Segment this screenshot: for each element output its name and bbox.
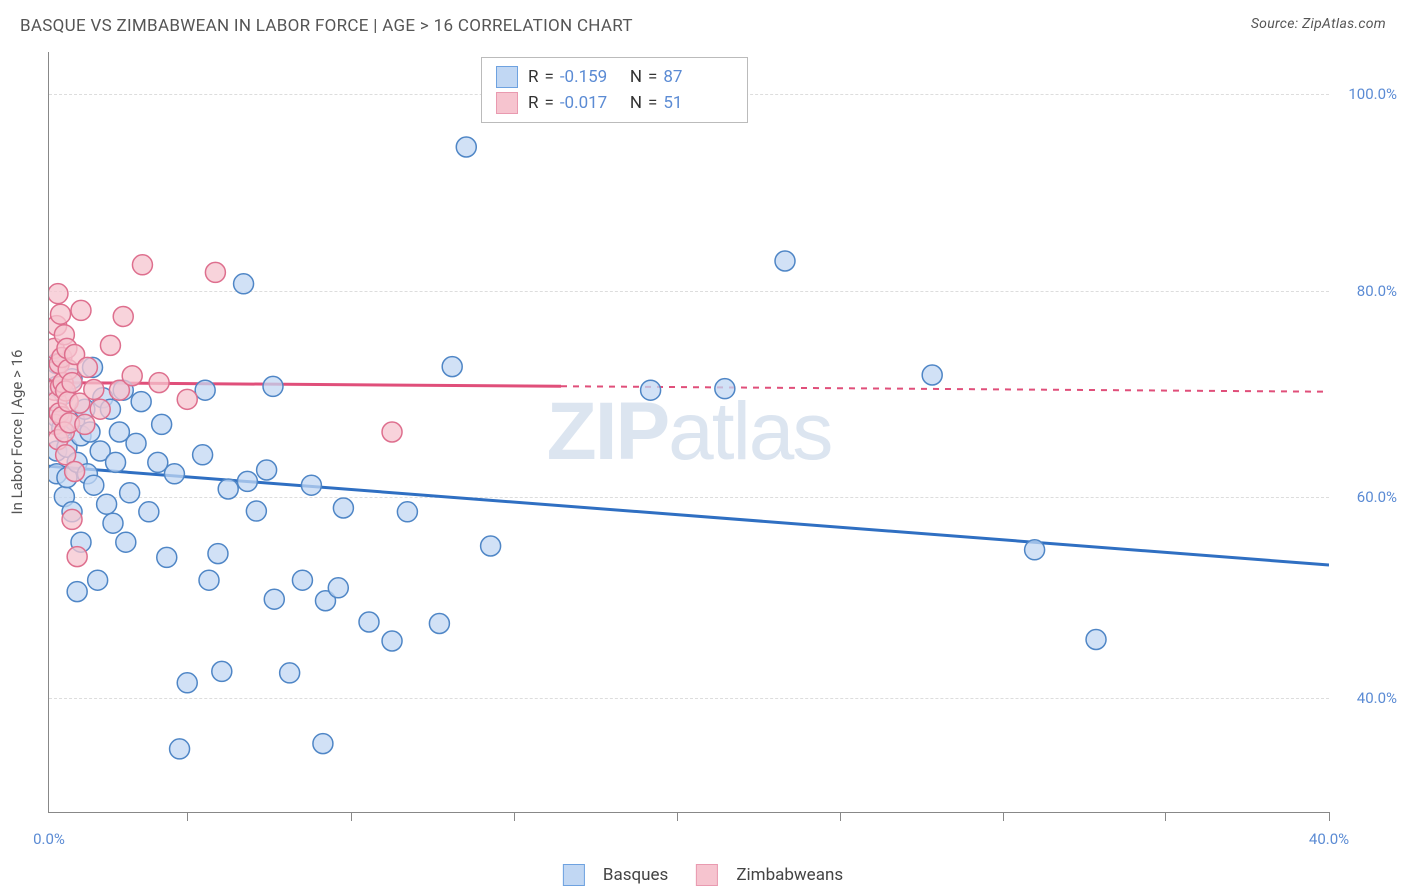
x-axis-min-label: 0.0%: [33, 830, 65, 848]
swatch-zimbabweans: [496, 92, 518, 114]
scatter-svg: [49, 52, 1329, 812]
stat-row-zimbabweans: R= -0.017 N= 51: [496, 90, 733, 116]
source-label: Source: ZipAtlas.com: [1251, 16, 1386, 36]
legend-swatch-basques: [563, 864, 585, 886]
y-tick-label: 40.0%: [1337, 689, 1397, 707]
y-tick-label: 100.0%: [1337, 85, 1397, 103]
legend-swatch-zimbabweans: [696, 864, 718, 886]
chart-plot-area: ZIPatlas R= -0.159 N= 87 R= -0.017 N= 51…: [48, 52, 1329, 813]
swatch-basques: [496, 66, 518, 88]
legend-item-basques: Basques: [563, 864, 668, 886]
stats-box: R= -0.159 N= 87 R= -0.017 N= 51: [481, 57, 748, 123]
y-tick-label: 80.0%: [1337, 282, 1397, 300]
y-axis-label: In Labor Force | Age > 16: [8, 350, 26, 515]
x-axis-max-label: 40.0%: [1309, 830, 1349, 848]
legend-item-zimbabweans: Zimbabweans: [696, 864, 843, 886]
stat-row-basques: R= -0.159 N= 87: [496, 64, 733, 90]
y-tick-label: 60.0%: [1337, 488, 1397, 506]
chart-title: BASQUE VS ZIMBABWEAN IN LABOR FORCE | AG…: [20, 16, 633, 36]
chart-legend: Basques Zimbabweans: [563, 864, 843, 886]
